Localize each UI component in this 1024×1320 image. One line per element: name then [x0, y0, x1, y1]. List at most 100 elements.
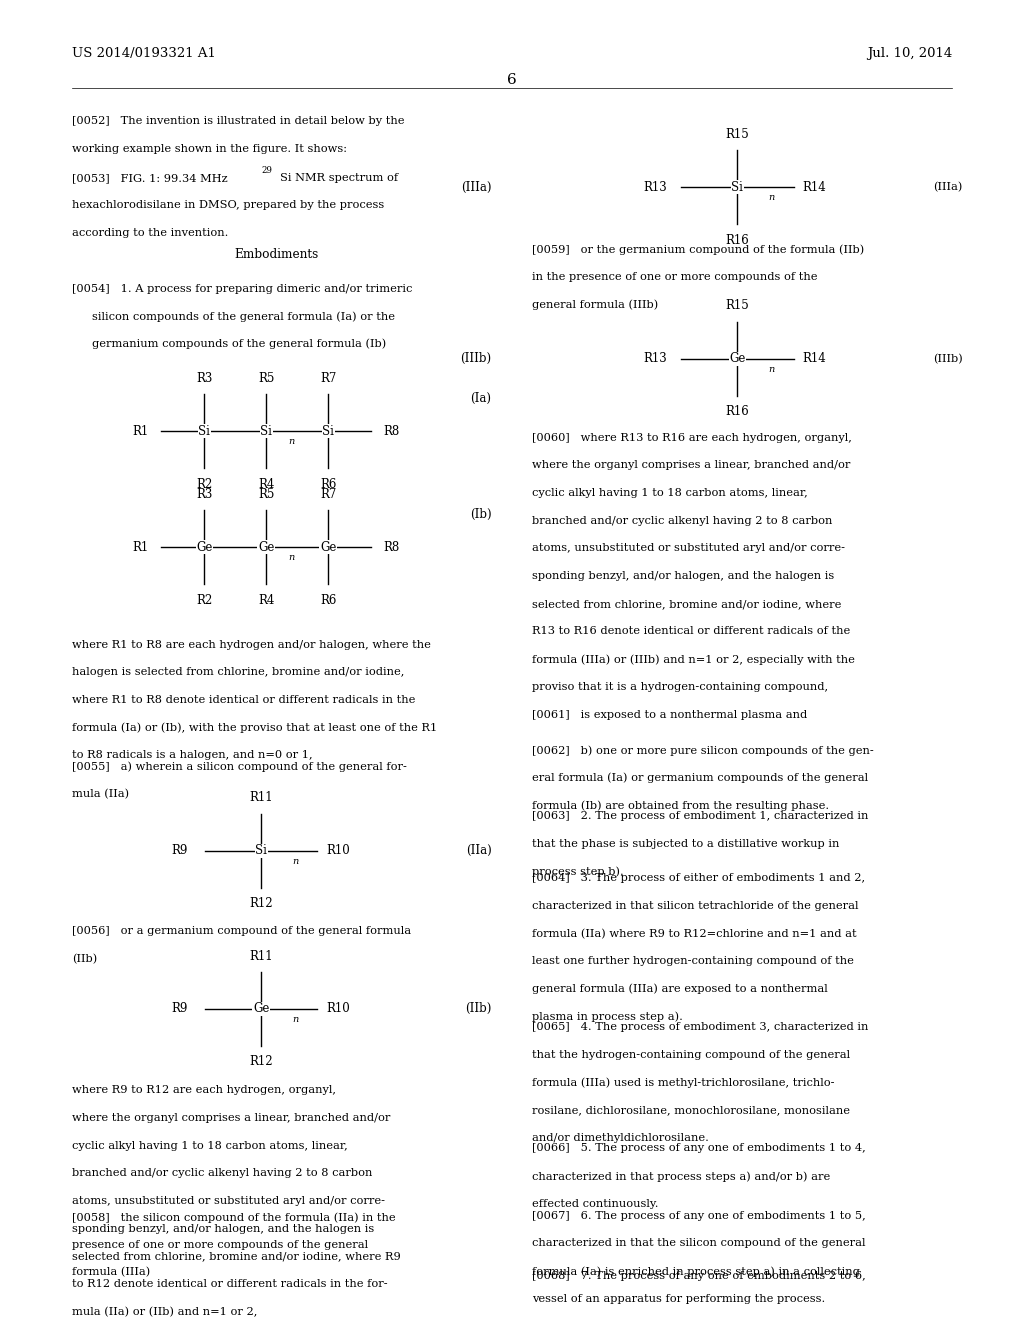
Text: (IIIa): (IIIa) [461, 181, 492, 194]
Text: R10: R10 [326, 1002, 350, 1015]
Text: n: n [289, 437, 295, 446]
Text: R7: R7 [321, 488, 336, 502]
Text: general formula (IIIb): general formula (IIIb) [532, 300, 658, 310]
Text: rosilane, dichlorosilane, monochlorosilane, monosilane: rosilane, dichlorosilane, monochlorosila… [532, 1105, 851, 1115]
Text: where R1 to R8 are each hydrogen and/or halogen, where the: where R1 to R8 are each hydrogen and/or … [72, 640, 430, 649]
Text: R6: R6 [321, 594, 336, 607]
Text: least one further hydrogen-containing compound of the: least one further hydrogen-containing co… [532, 956, 854, 966]
Text: (IIIb): (IIIb) [461, 352, 492, 366]
Text: proviso that it is a hydrogen-containing compound,: proviso that it is a hydrogen-containing… [532, 682, 828, 692]
Text: general formula (IIIa) are exposed to a nonthermal: general formula (IIIa) are exposed to a … [532, 983, 828, 994]
Text: R6: R6 [321, 478, 336, 491]
Text: characterized in that silicon tetrachloride of the general: characterized in that silicon tetrachlor… [532, 900, 859, 911]
Text: R12: R12 [249, 896, 273, 909]
Text: R14: R14 [802, 181, 826, 194]
Text: (IIIb): (IIIb) [933, 354, 963, 364]
Text: formula (IIIa): formula (IIIa) [72, 1267, 150, 1278]
Text: formula (Ia) is enriched in process step a) in a collecting: formula (Ia) is enriched in process step… [532, 1266, 860, 1276]
Text: Si NMR spectrum of: Si NMR spectrum of [280, 173, 397, 182]
Text: process step b).: process step b). [532, 866, 625, 876]
Text: [0067]   6. The process of any one of embodiments 1 to 5,: [0067] 6. The process of any one of embo… [532, 1210, 866, 1221]
Text: [0055]   a) wherein a silicon compound of the general for-: [0055] a) wherein a silicon compound of … [72, 760, 407, 771]
Text: mula (IIa): mula (IIa) [72, 788, 129, 799]
Text: R13 to R16 denote identical or different radicals of the: R13 to R16 denote identical or different… [532, 627, 851, 636]
Text: R8: R8 [384, 425, 399, 438]
Text: hexachlorodisilane in DMSO, prepared by the process: hexachlorodisilane in DMSO, prepared by … [72, 201, 384, 210]
Text: vessel of an apparatus for performing the process.: vessel of an apparatus for performing th… [532, 1294, 825, 1304]
Text: n: n [292, 857, 298, 866]
Text: atoms, unsubstituted or substituted aryl and/or corre-: atoms, unsubstituted or substituted aryl… [532, 544, 846, 553]
Text: R14: R14 [802, 352, 826, 366]
Text: 6: 6 [507, 73, 517, 87]
Text: Si: Si [199, 425, 210, 438]
Text: Si: Si [260, 425, 272, 438]
Text: R13: R13 [643, 181, 668, 194]
Text: in the presence of one or more compounds of the: in the presence of one or more compounds… [532, 272, 818, 281]
Text: R11: R11 [249, 949, 273, 962]
Text: Si: Si [323, 425, 334, 438]
Text: where the organyl comprises a linear, branched and/or: where the organyl comprises a linear, br… [532, 461, 851, 470]
Text: branched and/or cyclic alkenyl having 2 to 8 carbon: branched and/or cyclic alkenyl having 2 … [532, 516, 833, 525]
Text: R16: R16 [725, 405, 750, 418]
Text: [0054]   1. A process for preparing dimeric and/or trimeric: [0054] 1. A process for preparing dimeri… [72, 284, 412, 293]
Text: formula (Ia) or (Ib), with the proviso that at least one of the R1: formula (Ia) or (Ib), with the proviso t… [72, 723, 437, 734]
Text: [0061]   is exposed to a nonthermal plasma and: [0061] is exposed to a nonthermal plasma… [532, 710, 808, 719]
Text: where the organyl comprises a linear, branched and/or: where the organyl comprises a linear, br… [72, 1113, 390, 1123]
Text: R13: R13 [643, 352, 668, 366]
Text: [0062]   b) one or more pure silicon compounds of the gen-: [0062] b) one or more pure silicon compo… [532, 744, 874, 755]
Text: Jul. 10, 2014: Jul. 10, 2014 [867, 48, 952, 61]
Text: sponding benzyl, and/or halogen, and the halogen is: sponding benzyl, and/or halogen, and the… [532, 572, 835, 581]
Text: R15: R15 [725, 128, 750, 141]
Text: Ge: Ge [253, 1002, 269, 1015]
Text: [0053]   FIG. 1: 99.34 MHz: [0053] FIG. 1: 99.34 MHz [72, 173, 231, 182]
Text: n: n [768, 193, 774, 202]
Text: [0059]   or the germanium compound of the formula (IIb): [0059] or the germanium compound of the … [532, 244, 864, 255]
Text: [0058]   the silicon compound of the formula (IIa) in the: [0058] the silicon compound of the formu… [72, 1212, 395, 1222]
Text: R12: R12 [249, 1055, 273, 1068]
Text: R10: R10 [326, 843, 350, 857]
Text: 29: 29 [261, 166, 272, 176]
Text: according to the invention.: according to the invention. [72, 228, 228, 238]
Text: R5: R5 [258, 488, 274, 502]
Text: characterized in that process steps a) and/or b) are: characterized in that process steps a) a… [532, 1171, 830, 1181]
Text: selected from chlorine, bromine and/or iodine, where: selected from chlorine, bromine and/or i… [532, 599, 842, 609]
Text: cyclic alkyl having 1 to 18 carbon atoms, linear,: cyclic alkyl having 1 to 18 carbon atoms… [72, 1140, 347, 1151]
Text: formula (IIa) where R9 to R12=chlorine and n=1 and at: formula (IIa) where R9 to R12=chlorine a… [532, 928, 857, 939]
Text: formula (Ib) are obtained from the resulting phase.: formula (Ib) are obtained from the resul… [532, 800, 829, 810]
Text: working example shown in the figure. It shows:: working example shown in the figure. It … [72, 144, 347, 153]
Text: R16: R16 [725, 234, 750, 247]
Text: R11: R11 [249, 792, 273, 804]
Text: R7: R7 [321, 372, 336, 385]
Text: [0068]   7. The process of any one of embodiments 2 to 6,: [0068] 7. The process of any one of embo… [532, 1271, 866, 1282]
Text: Ge: Ge [729, 352, 745, 366]
Text: effected continuously.: effected continuously. [532, 1199, 659, 1209]
Text: R1: R1 [133, 425, 148, 438]
Text: (Ib): (Ib) [470, 508, 492, 521]
Text: atoms, unsubstituted or substituted aryl and/or corre-: atoms, unsubstituted or substituted aryl… [72, 1196, 385, 1206]
Text: sponding benzyl, and/or halogen, and the halogen is: sponding benzyl, and/or halogen, and the… [72, 1224, 374, 1234]
Text: R4: R4 [258, 478, 274, 491]
Text: [0066]   5. The process of any one of embodiments 1 to 4,: [0066] 5. The process of any one of embo… [532, 1143, 866, 1154]
Text: n: n [768, 364, 774, 374]
Text: branched and/or cyclic alkenyl having 2 to 8 carbon: branched and/or cyclic alkenyl having 2 … [72, 1168, 372, 1179]
Text: that the hydrogen-containing compound of the general: that the hydrogen-containing compound of… [532, 1049, 851, 1060]
Text: R3: R3 [197, 488, 212, 502]
Text: (Ia): (Ia) [470, 392, 492, 405]
Text: R4: R4 [258, 594, 274, 607]
Text: n: n [292, 1015, 298, 1024]
Text: where R1 to R8 denote identical or different radicals in the: where R1 to R8 denote identical or diffe… [72, 696, 415, 705]
Text: Si: Si [255, 843, 267, 857]
Text: R9: R9 [171, 843, 187, 857]
Text: Ge: Ge [197, 541, 212, 554]
Text: R3: R3 [197, 372, 212, 385]
Text: mula (IIa) or (IIb) and n=1 or 2,: mula (IIa) or (IIb) and n=1 or 2, [72, 1307, 257, 1317]
Text: R1: R1 [133, 541, 148, 554]
Text: [0065]   4. The process of embodiment 3, characterized in: [0065] 4. The process of embodiment 3, c… [532, 1022, 868, 1032]
Text: [0052]   The invention is illustrated in detail below by the: [0052] The invention is illustrated in d… [72, 116, 404, 125]
Text: characterized in that the silicon compound of the general: characterized in that the silicon compou… [532, 1238, 866, 1249]
Text: eral formula (Ia) or germanium compounds of the general: eral formula (Ia) or germanium compounds… [532, 772, 868, 783]
Text: US 2014/0193321 A1: US 2014/0193321 A1 [72, 48, 216, 61]
Text: R15: R15 [725, 300, 750, 313]
Text: Embodiments: Embodiments [234, 248, 318, 261]
Text: plasma in process step a).: plasma in process step a). [532, 1011, 683, 1022]
